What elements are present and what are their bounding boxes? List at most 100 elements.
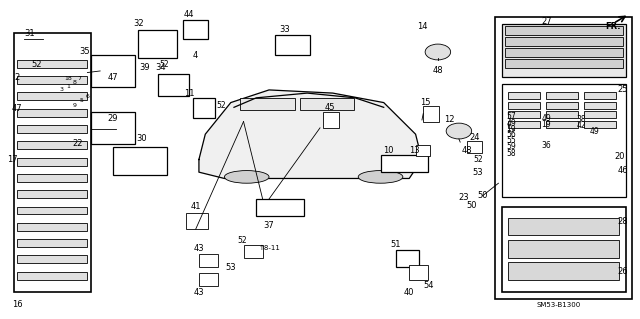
Text: 51: 51 <box>390 241 401 249</box>
Bar <box>186 213 209 229</box>
Bar <box>17 141 88 149</box>
Bar <box>508 262 620 280</box>
Bar <box>17 239 88 247</box>
Text: 17: 17 <box>8 155 18 164</box>
Text: 7: 7 <box>77 76 81 81</box>
Text: 3: 3 <box>60 87 64 93</box>
Text: 20: 20 <box>614 152 625 161</box>
Text: 41: 41 <box>191 203 201 211</box>
Text: 8: 8 <box>73 79 77 85</box>
Text: 53: 53 <box>473 168 483 177</box>
Bar <box>275 34 310 55</box>
Text: 26: 26 <box>618 267 628 276</box>
Text: 29: 29 <box>108 114 118 123</box>
Text: 19: 19 <box>506 125 516 134</box>
Text: 48: 48 <box>461 145 472 154</box>
Bar <box>14 33 91 292</box>
Bar <box>508 121 540 128</box>
Bar <box>157 74 189 96</box>
Text: 52: 52 <box>216 101 226 110</box>
Text: 25: 25 <box>618 85 628 94</box>
Text: 49: 49 <box>589 127 599 136</box>
Text: 24: 24 <box>469 133 479 142</box>
Bar <box>415 145 429 156</box>
Bar <box>502 207 626 292</box>
Bar <box>17 76 88 84</box>
Text: SM53-B1300: SM53-B1300 <box>537 302 581 308</box>
Bar <box>91 112 135 144</box>
Bar <box>199 273 218 286</box>
Text: 38: 38 <box>577 115 586 124</box>
Text: 52: 52 <box>473 155 483 164</box>
Bar <box>409 265 428 280</box>
Text: 19: 19 <box>541 120 551 129</box>
Bar <box>508 93 540 100</box>
Text: 39: 39 <box>140 63 150 72</box>
Text: 43: 43 <box>194 288 204 297</box>
Text: 4: 4 <box>193 51 198 60</box>
Text: 30: 30 <box>136 134 147 144</box>
Text: 37: 37 <box>264 221 275 230</box>
Text: 46: 46 <box>618 166 628 175</box>
Bar <box>505 26 623 34</box>
Bar <box>495 17 632 299</box>
Bar <box>502 24 626 77</box>
Bar <box>323 112 339 128</box>
Bar <box>256 199 304 216</box>
Bar <box>113 147 167 175</box>
Text: 43: 43 <box>194 243 204 253</box>
Bar <box>17 158 88 166</box>
Bar <box>199 254 218 267</box>
Bar <box>17 190 88 198</box>
Text: 44: 44 <box>184 10 195 19</box>
Text: 13: 13 <box>409 145 420 154</box>
Text: 6: 6 <box>86 94 90 99</box>
Bar <box>17 93 88 100</box>
Text: 52: 52 <box>237 236 247 245</box>
Ellipse shape <box>446 123 472 139</box>
Text: FR.: FR. <box>605 22 621 31</box>
Text: 50: 50 <box>477 191 488 200</box>
Text: 54: 54 <box>423 281 433 291</box>
Bar <box>396 250 419 267</box>
Ellipse shape <box>225 171 269 183</box>
Ellipse shape <box>425 44 451 60</box>
Bar <box>17 60 88 68</box>
Bar <box>508 240 620 257</box>
Bar <box>584 111 616 118</box>
Text: 58: 58 <box>506 149 516 158</box>
Bar <box>508 111 540 118</box>
Bar <box>546 121 578 128</box>
Text: 22: 22 <box>72 139 83 148</box>
Text: 27: 27 <box>541 18 552 26</box>
Bar <box>546 102 578 109</box>
Text: 31: 31 <box>25 28 35 38</box>
Bar <box>17 223 88 231</box>
Text: 23: 23 <box>458 193 468 202</box>
Bar <box>91 55 135 87</box>
Text: 11: 11 <box>184 89 195 98</box>
Ellipse shape <box>358 171 403 183</box>
Bar <box>183 20 209 39</box>
Bar <box>17 256 88 263</box>
Text: 47: 47 <box>12 104 22 113</box>
Text: 36: 36 <box>541 141 551 150</box>
Bar <box>508 102 540 109</box>
Bar <box>423 106 439 122</box>
Bar <box>508 218 620 235</box>
Text: 1: 1 <box>67 84 70 89</box>
Text: 45: 45 <box>324 103 335 112</box>
Text: ↑8-11: ↑8-11 <box>258 245 280 251</box>
Text: 42: 42 <box>577 121 586 130</box>
Text: 48: 48 <box>433 66 443 76</box>
Bar <box>17 174 88 182</box>
Bar <box>584 93 616 100</box>
Text: 40: 40 <box>404 288 415 297</box>
Bar <box>546 93 578 100</box>
Text: 49: 49 <box>506 119 516 128</box>
Bar <box>546 111 578 118</box>
Bar <box>584 121 616 128</box>
Text: 10: 10 <box>383 145 394 154</box>
Text: 49: 49 <box>541 114 551 123</box>
Text: 15: 15 <box>420 98 430 107</box>
